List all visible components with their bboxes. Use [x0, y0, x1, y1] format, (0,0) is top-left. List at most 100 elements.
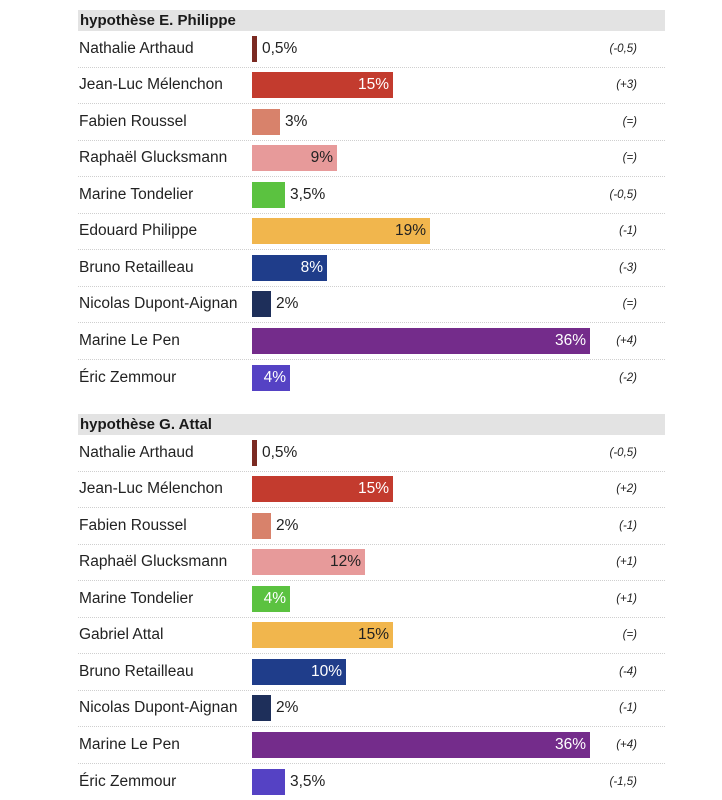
chart-section-philippe: hypothèse E. Philippe Nathalie Arthaud 0,… — [78, 10, 665, 396]
value-label: 8% — [300, 258, 323, 276]
change-label: (+2) — [616, 483, 637, 496]
bar-row: Bruno Retailleau 8% (-3) — [78, 250, 665, 287]
value-label: 36% — [554, 331, 586, 349]
change-label: (+4) — [616, 738, 637, 751]
candidate-name: Éric Zemmour — [79, 772, 177, 790]
value-label: 0,5% — [262, 443, 298, 461]
bar — [252, 768, 285, 795]
change-label: (=) — [622, 298, 637, 311]
chart-section-attal: hypothèse G. Attal Nathalie Arthaud 0,5% (… — [78, 414, 665, 800]
bar-row: Marine Tondelier 4% (+1) — [78, 581, 665, 618]
change-label: (-3) — [619, 261, 637, 274]
bar — [252, 72, 393, 99]
bar — [252, 108, 280, 135]
change-label: (=) — [622, 152, 637, 165]
bar — [252, 439, 257, 466]
change-label: (+4) — [616, 334, 637, 347]
value-label: 15% — [357, 626, 389, 644]
bar — [252, 695, 271, 722]
candidate-name: Éric Zemmour — [79, 368, 177, 386]
bar — [252, 476, 393, 503]
bar-row: Raphaël Glucksmann 12% (+1) — [78, 545, 665, 581]
candidate-name: Jean-Luc Mélenchon — [79, 480, 223, 498]
candidate-name: Marine Tondelier — [79, 185, 194, 203]
candidate-name: Fabien Roussel — [79, 516, 187, 534]
value-label: 15% — [357, 480, 389, 498]
bar-row: Marine Le Pen 36% (+4) — [78, 323, 665, 360]
change-label: (-0,5) — [609, 446, 637, 459]
candidate-name: Jean-Luc Mélenchon — [79, 76, 223, 94]
bar — [252, 291, 271, 318]
candidate-name: Bruno Retailleau — [79, 258, 194, 276]
candidate-name: Nathalie Arthaud — [79, 39, 194, 57]
change-label: (-1) — [619, 225, 637, 238]
bar-row: Nicolas Dupont-Aignan 2% (-1) — [78, 691, 665, 727]
change-label: (-4) — [619, 665, 637, 678]
value-label: 9% — [310, 149, 333, 167]
bar-row: Raphaël Glucksmann 9% (=) — [78, 141, 665, 177]
change-label: (+1) — [616, 556, 637, 569]
bar-row: Marine Le Pen 36% (+4) — [78, 727, 665, 764]
bar-row: Éric Zemmour 4% (-2) — [78, 360, 665, 397]
bar-row: Nathalie Arthaud 0,5% (-0,5) — [78, 435, 665, 472]
bar — [252, 327, 590, 354]
bar-row: Gabriel Attal 15% (=) — [78, 618, 665, 654]
section-title: hypothèse E. Philippe — [78, 10, 665, 31]
value-label: 4% — [263, 368, 286, 386]
value-label: 15% — [357, 76, 389, 94]
bar — [252, 549, 365, 576]
candidate-name: Nathalie Arthaud — [79, 443, 194, 461]
candidate-name: Fabien Roussel — [79, 112, 187, 130]
value-label: 0,5% — [262, 39, 298, 57]
bar — [252, 35, 257, 62]
bar — [252, 585, 290, 612]
value-label: 4% — [263, 589, 286, 607]
candidate-name: Bruno Retailleau — [79, 662, 194, 680]
bar-rows: Nathalie Arthaud 0,5% (-0,5) Jean-Luc Mélen… — [78, 31, 665, 396]
candidate-name: Raphaël Glucksmann — [79, 553, 228, 571]
bar — [252, 622, 393, 649]
value-label: 2% — [276, 295, 299, 313]
change-label: (-0,5) — [609, 42, 637, 55]
value-label: 10% — [310, 662, 342, 680]
candidate-name: Raphaël Glucksmann — [79, 149, 228, 167]
change-label: (-1) — [619, 702, 637, 715]
bar — [252, 181, 285, 208]
candidate-name: Nicolas Dupont-Aignan — [79, 295, 238, 313]
value-label: 3,5% — [290, 772, 326, 790]
value-label: 2% — [276, 516, 299, 534]
bar-row: Fabien Roussel 2% (-1) — [78, 508, 665, 545]
bar — [252, 731, 590, 758]
section-title: hypothèse G. Attal — [78, 414, 665, 435]
bar-row: Éric Zemmour 3,5% (-1,5) — [78, 764, 665, 800]
bar — [252, 145, 337, 172]
bar — [252, 254, 327, 281]
candidate-name: Marine Le Pen — [79, 735, 180, 753]
bar — [252, 218, 430, 245]
candidate-name: Edouard Philippe — [79, 222, 198, 240]
change-label: (-0,5) — [609, 188, 637, 201]
bar-row: Bruno Retailleau 10% (-4) — [78, 654, 665, 691]
bar-rows: Nathalie Arthaud 0,5% (-0,5) Jean-Luc Mélen… — [78, 435, 665, 800]
bar-row: Nathalie Arthaud 0,5% (-0,5) — [78, 31, 665, 68]
value-label: 19% — [394, 222, 426, 240]
change-label: (=) — [622, 629, 637, 642]
change-label: (+3) — [616, 79, 637, 92]
bar — [252, 658, 346, 685]
value-label: 2% — [276, 699, 299, 717]
value-label: 36% — [554, 735, 586, 753]
bar — [252, 364, 290, 391]
candidate-name: Marine Le Pen — [79, 331, 180, 349]
bar-row: Marine Tondelier 3,5% (-0,5) — [78, 177, 665, 214]
value-label: 3,5% — [290, 185, 326, 203]
value-label: 12% — [329, 553, 361, 571]
change-label: (=) — [622, 115, 637, 128]
candidate-name: Gabriel Attal — [79, 626, 164, 644]
candidate-name: Nicolas Dupont-Aignan — [79, 699, 238, 717]
candidate-name: Marine Tondelier — [79, 589, 194, 607]
bar-row: Jean-Luc Mélenchon 15% (+2) — [78, 472, 665, 508]
bar-row: Edouard Philippe 19% (-1) — [78, 214, 665, 250]
change-label: (-1,5) — [609, 775, 637, 788]
bar — [252, 512, 271, 539]
bar-row: Jean-Luc Mélenchon 15% (+3) — [78, 68, 665, 104]
